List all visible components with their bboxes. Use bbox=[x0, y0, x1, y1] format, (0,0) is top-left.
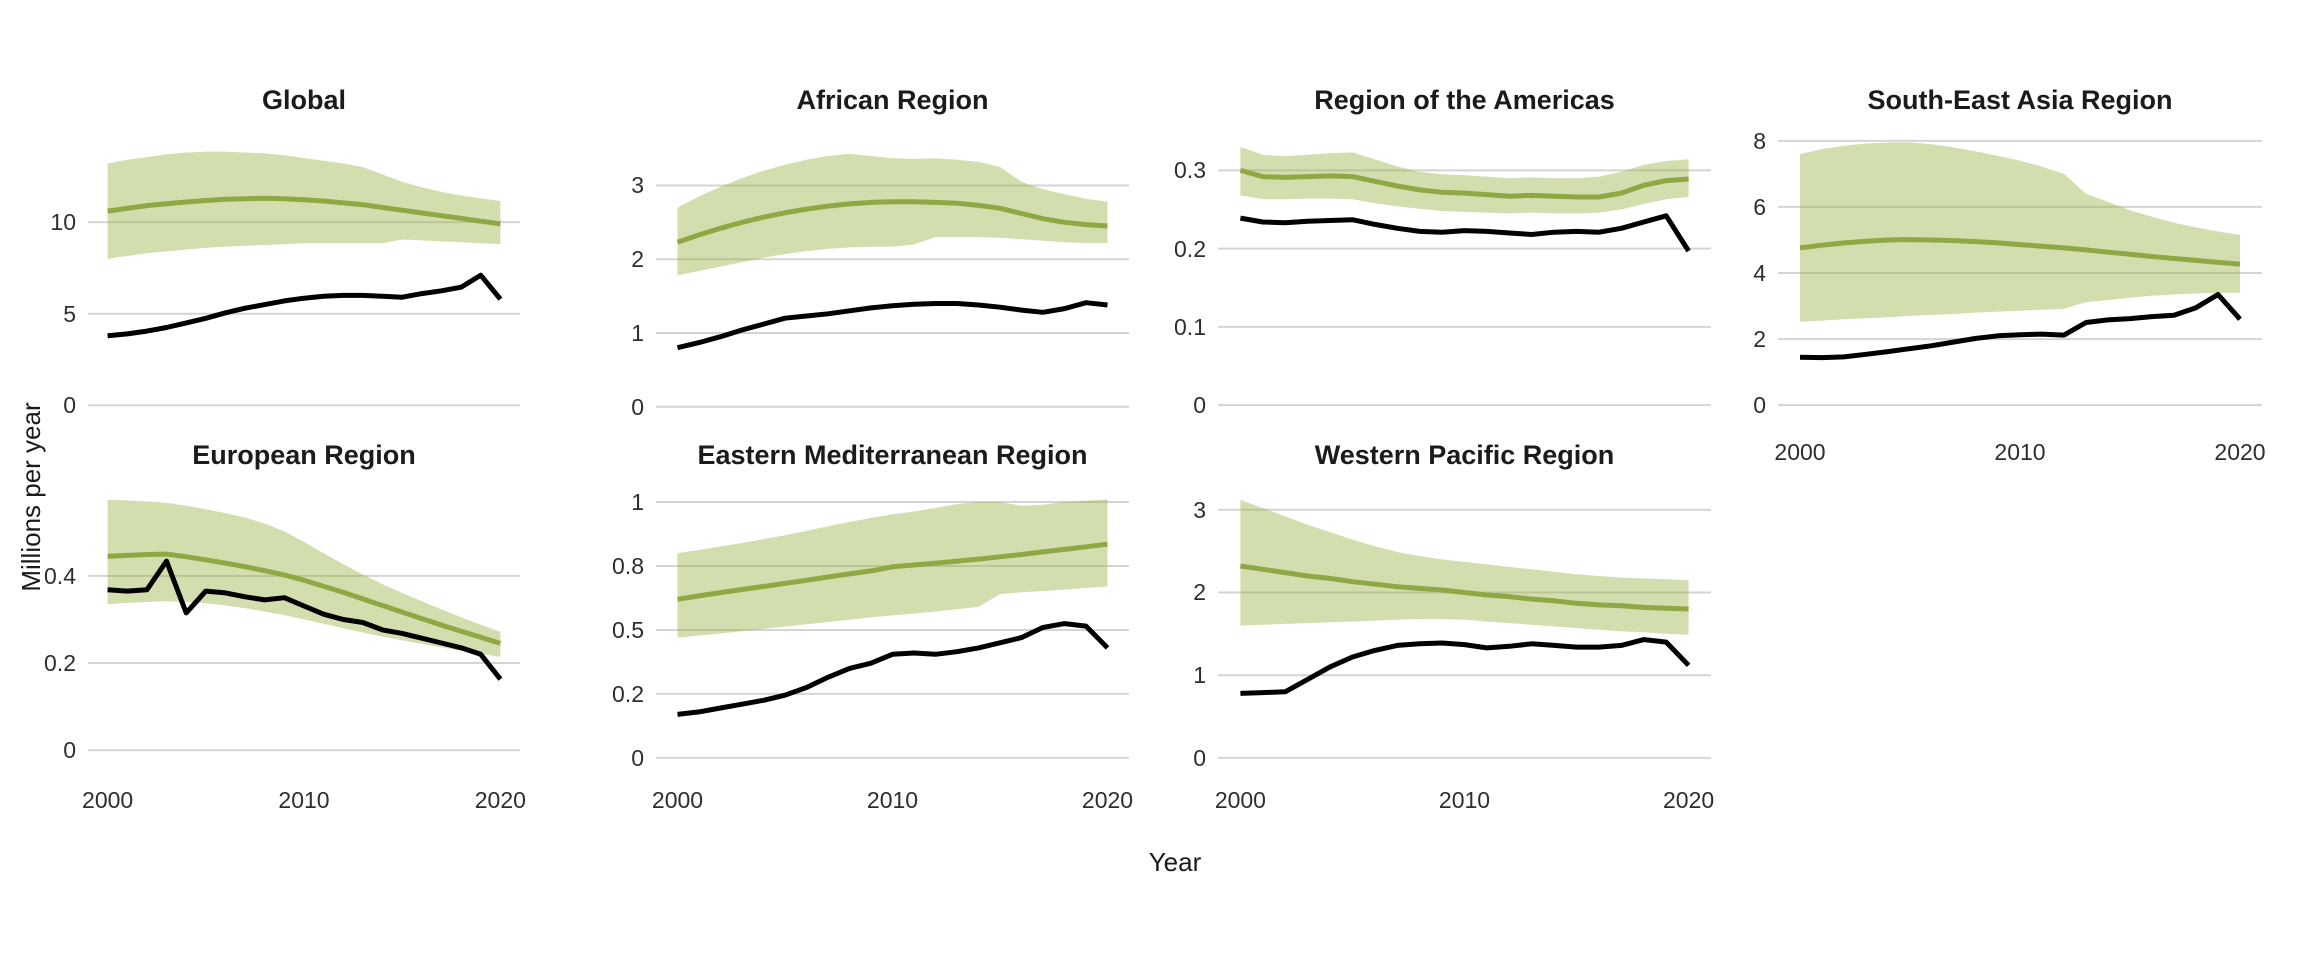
x-axis-tick-label: 2010 bbox=[1994, 439, 2046, 465]
green-estimate-line bbox=[1799, 237, 2241, 267]
y-axis-tick-label: 8 bbox=[1753, 127, 1766, 154]
y-axis-tick-label: 5 bbox=[63, 300, 76, 327]
panel-title-african: African Region bbox=[796, 85, 989, 115]
black-notified-line bbox=[677, 621, 1110, 717]
y-axis-tick-label: 0 bbox=[631, 744, 644, 771]
x-axis-tick-label: 2000 bbox=[651, 787, 704, 813]
y-axis-tick-label: 0 bbox=[63, 737, 76, 764]
x-axis-tick-label: 2010 bbox=[1438, 787, 1491, 813]
x-axis-tick-label: 2010 bbox=[866, 787, 919, 813]
x-axis-tick-label: 2020 bbox=[1081, 787, 1134, 813]
y-axis-tick-label: 2 bbox=[1193, 579, 1206, 606]
uncertainty-band bbox=[1240, 146, 1689, 214]
y-axis-tick-label: 0.2 bbox=[1174, 235, 1206, 262]
y-axis-tick-label: 3 bbox=[631, 172, 644, 199]
x-axis-tick-label: 2020 bbox=[2214, 439, 2266, 465]
uncertainty-band bbox=[107, 151, 501, 259]
y-axis-tick-label: 0 bbox=[631, 393, 644, 420]
y-axis-tick-label: 0.5 bbox=[612, 616, 644, 643]
black-notified-line bbox=[676, 300, 1108, 351]
panel-title-americas: Region of the Americas bbox=[1314, 85, 1615, 115]
panel-title-eastern-mediterranean: Eastern Mediterranean Region bbox=[697, 440, 1088, 470]
y-axis-tick-label: 0.2 bbox=[44, 650, 76, 677]
y-axis-tick-label: 0.4 bbox=[44, 562, 76, 589]
y-axis-tick-label: 0 bbox=[1193, 744, 1206, 771]
uncertainty-band bbox=[1800, 142, 2240, 322]
y-axis-tick-label: 6 bbox=[1753, 193, 1766, 220]
y-axis-tick-label: 4 bbox=[1753, 259, 1766, 286]
uncertainty-band bbox=[1240, 499, 1689, 635]
panel-plot-eastern-mediterranean bbox=[656, 499, 1129, 759]
panel-plot-south-east-asia bbox=[1778, 139, 2262, 407]
black-notified-line bbox=[1799, 292, 2242, 361]
y-axis-tick-label: 0.2 bbox=[612, 680, 644, 707]
x-axis-tick-label: 2000 bbox=[1774, 439, 1826, 465]
x-axis-tick-label: 2020 bbox=[1662, 787, 1715, 813]
panel-plot-western-pacific bbox=[1218, 499, 1711, 759]
y-axis-tick-label: 0 bbox=[1193, 392, 1206, 419]
x-axis-tick-label: 2010 bbox=[278, 787, 330, 813]
y-axis-tick-label: 0 bbox=[63, 392, 76, 419]
y-axis-tick-label: 1 bbox=[631, 489, 644, 515]
green-estimate-line bbox=[107, 551, 502, 646]
y-axis-tick-label: 1 bbox=[631, 319, 644, 346]
panel-plot-african bbox=[656, 153, 1129, 408]
y-axis-title: Millions per year bbox=[16, 402, 46, 592]
panel-title-global: Global bbox=[261, 85, 346, 115]
y-axis-tick-label: 10 bbox=[50, 209, 76, 236]
y-axis-tick-label: 2 bbox=[1753, 326, 1766, 353]
panel-plot-european bbox=[88, 499, 520, 752]
green-estimate-line bbox=[107, 195, 501, 227]
x-axis-tick-label: 2020 bbox=[474, 787, 526, 813]
uncertainty-band bbox=[677, 153, 1108, 276]
x-axis-title: Year bbox=[1148, 847, 1202, 877]
green-estimate-line bbox=[1240, 563, 1689, 612]
green-estimate-line bbox=[676, 199, 1108, 245]
y-axis-tick-label: 0.8 bbox=[612, 552, 644, 579]
panel-plot-global bbox=[88, 151, 520, 407]
green-estimate-line bbox=[1239, 167, 1689, 200]
black-notified-line bbox=[1240, 637, 1691, 696]
black-notified-line bbox=[1239, 213, 1691, 253]
y-axis-tick-label: 0 bbox=[1753, 392, 1766, 419]
panel-title-western-pacific: Western Pacific Region bbox=[1314, 440, 1615, 470]
panel-title-south-east-asia: South-East Asia Region bbox=[1867, 85, 2173, 115]
y-axis-tick-label: 3 bbox=[1193, 496, 1206, 523]
x-axis-tick-label: 2000 bbox=[82, 787, 134, 813]
y-axis-tick-label: 1 bbox=[1193, 662, 1206, 689]
panel-title-european: European Region bbox=[192, 440, 416, 470]
y-axis-tick-label: 0.1 bbox=[1174, 313, 1206, 340]
y-axis-tick-label: 2 bbox=[631, 246, 644, 273]
panel-plot-americas bbox=[1218, 146, 1711, 407]
x-axis-tick-label: 2000 bbox=[1214, 787, 1266, 813]
black-notified-line bbox=[107, 272, 503, 339]
green-estimate-line bbox=[677, 541, 1108, 602]
black-notified-line bbox=[107, 558, 503, 681]
y-axis-tick-label: 0.3 bbox=[1174, 157, 1206, 184]
